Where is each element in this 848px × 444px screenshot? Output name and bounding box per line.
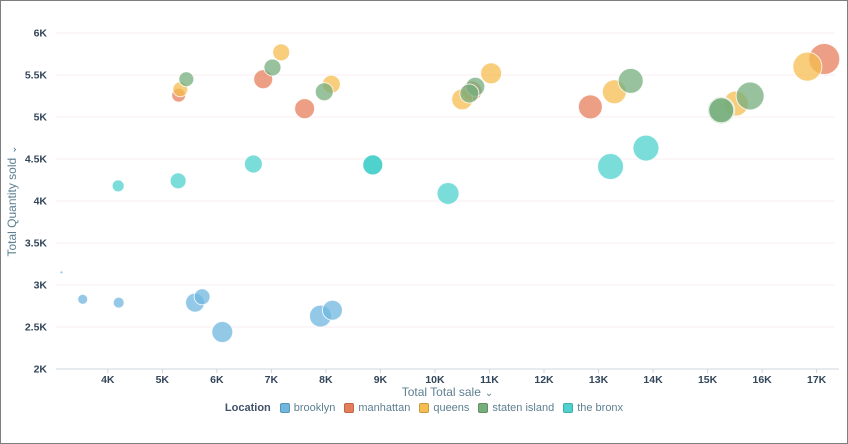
x-tick-label: 11K xyxy=(480,374,499,386)
legend-item-brooklyn[interactable]: brooklyn xyxy=(279,402,336,414)
legend-items: brooklyn manhattan queens staten island the … xyxy=(279,402,623,414)
y-tick-label: 4.5K xyxy=(25,154,48,166)
bubble-brooklyn[interactable] xyxy=(59,270,64,275)
legend-item-label: queens xyxy=(433,402,470,414)
legend-swatch-icon xyxy=(419,403,430,413)
legend-item-label: manhattan xyxy=(358,402,411,414)
legend-item-label: brooklyn xyxy=(293,402,336,414)
legend-title: Location xyxy=(224,402,271,414)
legend-item-staten-island[interactable]: staten island xyxy=(478,402,554,414)
x-tick-label: 17K xyxy=(807,374,827,386)
chart-legend: Location brooklyn manhattan queens staten i… xyxy=(1,399,847,417)
bubble-staten-island[interactable] xyxy=(178,71,195,88)
legend-item-queens[interactable]: queens xyxy=(419,402,469,414)
y-tick-label: 5.5K xyxy=(25,70,48,82)
bubble-staten-island[interactable] xyxy=(708,97,735,124)
x-axis-caret-icon[interactable]: ⌄ xyxy=(485,388,493,399)
bubble-brooklyn[interactable] xyxy=(211,321,234,344)
x-tick-label: 12K xyxy=(534,374,554,386)
y-axis-title[interactable]: Total Quantity sold⌄ xyxy=(5,145,19,256)
x-tick-label: 13K xyxy=(589,374,609,386)
bubble-brooklyn[interactable] xyxy=(112,296,125,309)
legend-item-label: staten island xyxy=(492,402,555,414)
bubble-queens[interactable] xyxy=(792,51,823,82)
bubble-the-bronx[interactable] xyxy=(362,154,384,176)
bubble-brooklyn[interactable] xyxy=(193,288,211,306)
bubble-staten-island[interactable] xyxy=(735,81,765,111)
bubble-the-bronx[interactable] xyxy=(111,179,125,193)
bubble-the-bronx[interactable] xyxy=(243,154,263,174)
bubble-staten-island[interactable] xyxy=(617,67,644,94)
y-tick-label: 2.5K xyxy=(25,322,48,334)
x-tick-label: 8K xyxy=(319,374,333,386)
x-tick-label: 15K xyxy=(698,374,718,386)
bubble-the-bronx[interactable] xyxy=(169,172,187,190)
x-tick-label: 14K xyxy=(643,374,663,386)
legend-swatch-icon xyxy=(478,403,489,413)
x-tick-label: 10K xyxy=(425,374,445,386)
bubble-manhattan[interactable] xyxy=(577,94,603,120)
bubble-the-bronx[interactable] xyxy=(597,153,625,181)
bubble-queens[interactable] xyxy=(480,62,503,85)
y-tick-label: 6K xyxy=(34,28,48,40)
legend-swatch-icon xyxy=(279,403,290,413)
y-tick-label: 2K xyxy=(34,364,48,376)
legend-item-the-bronx[interactable]: the bronx xyxy=(563,402,623,414)
x-tick-label: 7K xyxy=(265,374,279,386)
x-tick-label: 9K xyxy=(374,374,388,386)
legend-swatch-icon xyxy=(563,403,574,413)
legend-swatch-icon xyxy=(344,403,355,413)
x-axis-title[interactable]: Total Total sale ⌄ xyxy=(402,385,494,399)
bubble-staten-island[interactable] xyxy=(459,83,480,104)
x-tick-label: 4K xyxy=(101,374,115,386)
y-tick-label: 3K xyxy=(34,280,48,292)
x-tick-label: 6K xyxy=(210,374,224,386)
bubble-staten-island[interactable] xyxy=(314,82,334,102)
legend-item-manhattan[interactable]: manhattan xyxy=(344,402,410,414)
y-tick-label: 3.5K xyxy=(25,238,48,250)
y-axis-caret-icon[interactable]: ⌄ xyxy=(8,145,19,153)
bubble-staten-island[interactable] xyxy=(263,58,282,77)
bubble-the-bronx[interactable] xyxy=(632,134,660,162)
bubble-the-bronx[interactable] xyxy=(436,181,460,205)
bubble-manhattan[interactable] xyxy=(294,98,316,120)
bubble-brooklyn[interactable] xyxy=(321,299,343,321)
bubble-queens[interactable] xyxy=(272,43,291,62)
x-tick-label: 5K xyxy=(156,374,170,386)
bubble-brooklyn[interactable] xyxy=(77,293,89,305)
y-tick-label: 5K xyxy=(34,112,48,124)
x-tick-label: 16K xyxy=(752,374,772,386)
y-tick-label: 4K xyxy=(34,196,48,208)
legend-item-label: the bronx xyxy=(577,402,624,414)
